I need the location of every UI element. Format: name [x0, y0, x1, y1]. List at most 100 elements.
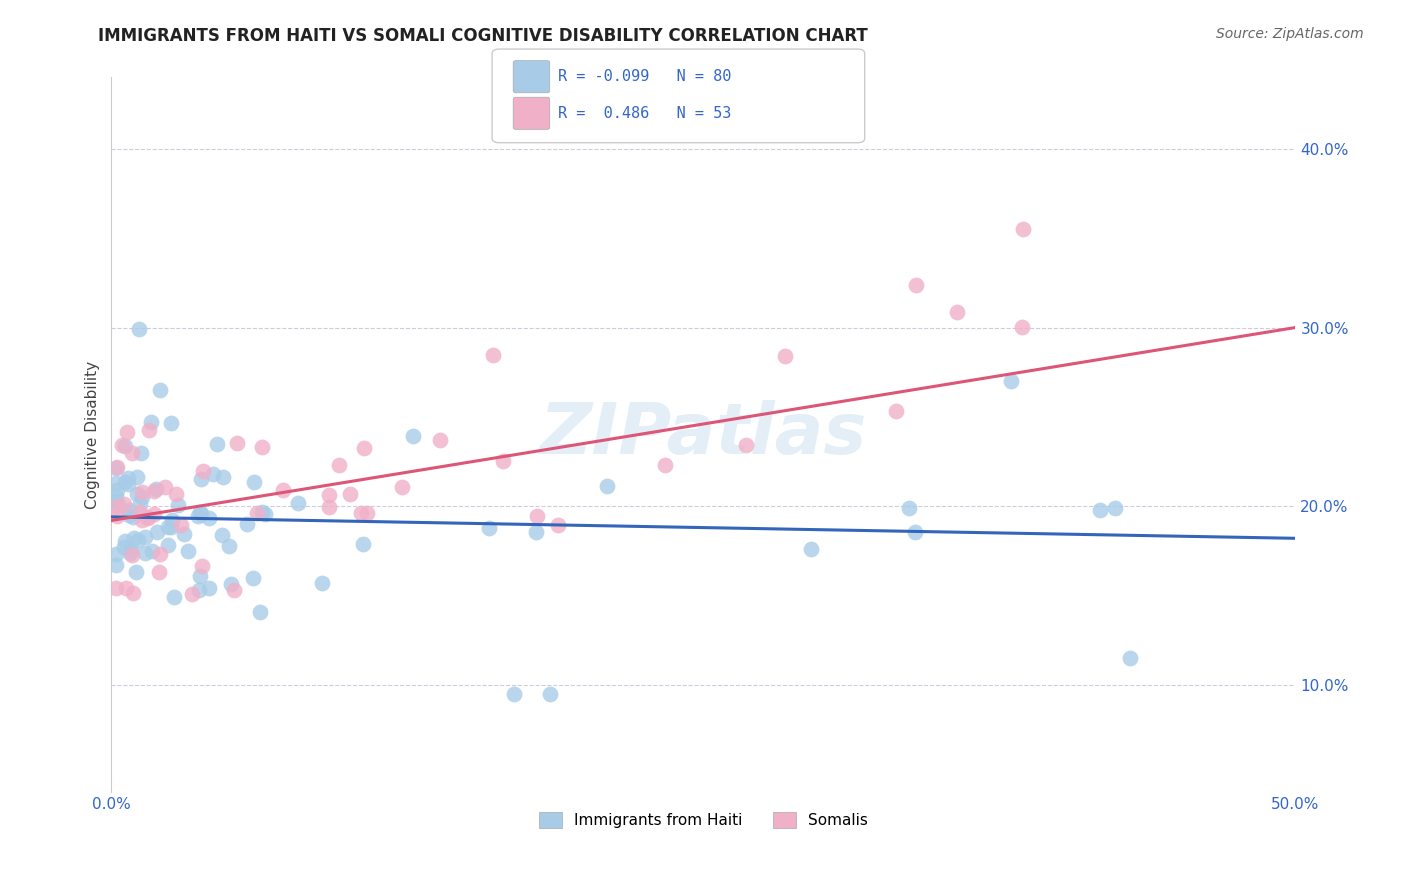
- Point: [170, 518, 193, 533]
- Point: [105, 461, 128, 475]
- Point: [773, 349, 796, 363]
- Point: [138, 423, 160, 437]
- Point: [129, 505, 152, 519]
- Point: [187, 582, 209, 597]
- Point: [105, 500, 128, 514]
- Point: [1011, 320, 1033, 334]
- Point: [165, 486, 187, 500]
- Point: [111, 438, 134, 452]
- Point: [139, 415, 162, 429]
- Point: [212, 470, 235, 484]
- Point: [328, 458, 350, 473]
- Point: [219, 577, 242, 591]
- Point: [173, 527, 195, 541]
- Point: [131, 513, 153, 527]
- Point: [149, 383, 172, 397]
- Point: [118, 502, 141, 516]
- Point: [187, 509, 209, 524]
- Point: [121, 549, 143, 563]
- Point: [166, 499, 188, 513]
- Point: [884, 403, 907, 417]
- Point: [117, 477, 139, 491]
- Point: [105, 460, 128, 475]
- Point: [162, 590, 184, 604]
- Point: [191, 464, 214, 478]
- Point: [526, 508, 548, 523]
- Point: [128, 322, 150, 336]
- Y-axis label: Cognitive Disability: Cognitive Disability: [86, 360, 100, 508]
- Point: [245, 506, 267, 520]
- Point: [226, 436, 249, 450]
- Point: [254, 507, 277, 521]
- Point: [481, 348, 503, 362]
- Point: [243, 475, 266, 489]
- Point: [127, 533, 149, 547]
- Point: [105, 494, 128, 508]
- Point: [114, 534, 136, 549]
- Point: [114, 439, 136, 453]
- Point: [146, 524, 169, 539]
- Point: [118, 508, 141, 522]
- Point: [252, 505, 274, 519]
- Point: [115, 581, 138, 595]
- Point: [492, 454, 515, 468]
- Point: [105, 558, 128, 572]
- Point: [1104, 500, 1126, 515]
- Point: [191, 558, 214, 573]
- Point: [131, 485, 153, 500]
- Text: ZIPatlas: ZIPatlas: [540, 401, 868, 469]
- Point: [1000, 374, 1022, 388]
- Point: [105, 475, 128, 490]
- Point: [107, 498, 129, 512]
- Point: [121, 446, 143, 460]
- Point: [112, 497, 135, 511]
- Point: [131, 490, 153, 504]
- Point: [105, 581, 128, 595]
- Point: [117, 471, 139, 485]
- Point: [350, 506, 373, 520]
- Point: [249, 605, 271, 619]
- Point: [201, 467, 224, 482]
- Point: [177, 543, 200, 558]
- Point: [143, 483, 166, 498]
- Point: [339, 486, 361, 500]
- Point: [125, 565, 148, 579]
- Point: [117, 425, 139, 439]
- Point: [190, 507, 212, 521]
- Point: [596, 479, 619, 493]
- Point: [120, 542, 142, 557]
- Point: [107, 509, 129, 524]
- Point: [121, 510, 143, 524]
- Point: [353, 442, 375, 456]
- Point: [148, 566, 170, 580]
- Point: [526, 524, 548, 539]
- Point: [1088, 503, 1111, 517]
- Point: [105, 489, 128, 503]
- Point: [236, 516, 259, 531]
- Point: [429, 433, 451, 447]
- Point: [205, 437, 228, 451]
- Point: [114, 475, 136, 489]
- Point: [188, 505, 211, 519]
- Point: [112, 540, 135, 554]
- Text: R =  0.486   N = 53: R = 0.486 N = 53: [558, 106, 731, 120]
- Point: [149, 547, 172, 561]
- Point: [898, 500, 921, 515]
- Point: [198, 582, 221, 596]
- Point: [503, 687, 526, 701]
- Text: Source: ZipAtlas.com: Source: ZipAtlas.com: [1216, 27, 1364, 41]
- Point: [478, 521, 501, 535]
- Text: IMMIGRANTS FROM HAITI VS SOMALI COGNITIVE DISABILITY CORRELATION CHART: IMMIGRANTS FROM HAITI VS SOMALI COGNITIV…: [98, 27, 868, 45]
- Point: [136, 511, 159, 525]
- Point: [160, 520, 183, 534]
- Point: [198, 511, 221, 525]
- Point: [352, 537, 374, 551]
- Point: [242, 571, 264, 585]
- Point: [538, 687, 561, 701]
- Point: [190, 472, 212, 486]
- Point: [218, 539, 240, 553]
- Point: [125, 470, 148, 484]
- Point: [1118, 651, 1140, 665]
- Point: [318, 488, 340, 502]
- Point: [654, 458, 676, 473]
